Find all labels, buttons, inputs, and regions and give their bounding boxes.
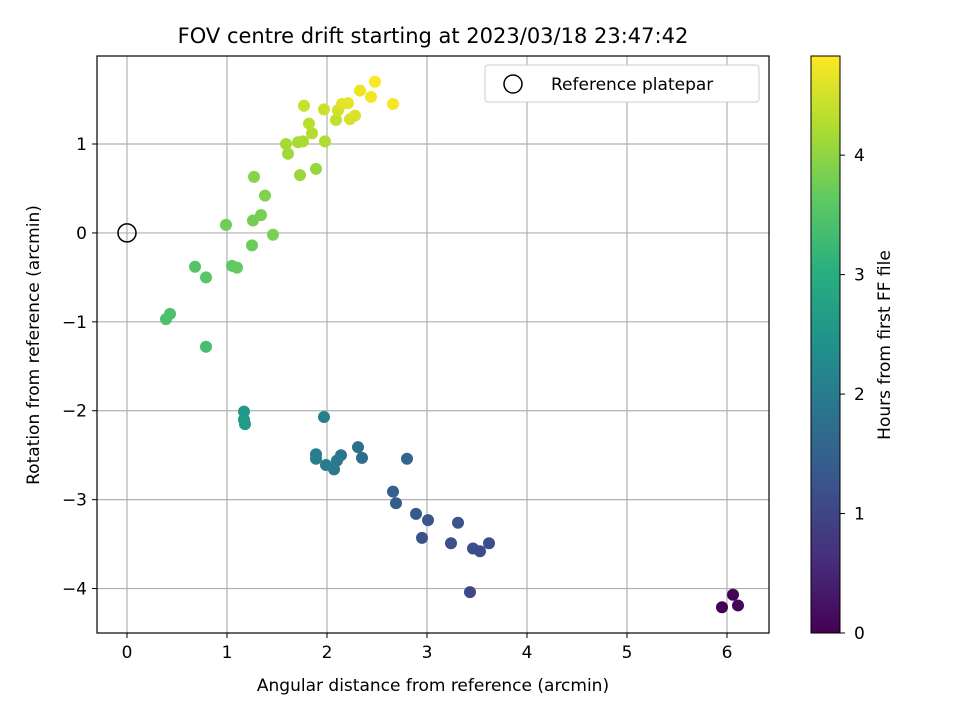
scatter-point — [306, 127, 318, 140]
scatter-point — [369, 75, 381, 88]
scatter-point — [416, 531, 428, 544]
scatter-point — [354, 84, 366, 97]
scatter-point — [422, 514, 434, 527]
reference-marker — [117, 223, 137, 243]
scatter-point — [189, 260, 201, 273]
scatter-point — [732, 599, 744, 612]
scatter-point — [483, 537, 495, 550]
scatter-point — [282, 147, 294, 160]
colorbar-ticks: 0 1 2 3 4 — [840, 146, 865, 644]
y-tick-label: 0 — [76, 224, 87, 244]
scatter-point — [387, 485, 399, 498]
colorbar-tick-label: 3 — [854, 266, 865, 286]
scatter-point — [356, 451, 368, 464]
scatter-point — [716, 601, 728, 614]
y-axis-ticks: −4 −3 −2 −1 0 1 — [62, 135, 97, 600]
scatter-point — [259, 189, 271, 202]
scatter-point — [280, 138, 292, 151]
scatter-point — [310, 162, 322, 175]
colorbar-label: Hours from first FF file — [875, 250, 895, 440]
scatter-point — [410, 507, 422, 520]
scatter-point — [452, 516, 464, 529]
scatter-point — [318, 410, 330, 423]
x-tick-label: 5 — [622, 643, 633, 663]
scatter-point — [320, 458, 332, 471]
legend-marker — [503, 74, 523, 94]
scatter-point — [445, 537, 457, 550]
legend-label: Reference platepar — [551, 75, 713, 95]
plot-frame — [96, 55, 770, 634]
scatter-points — [160, 75, 744, 614]
scatter-point — [248, 170, 260, 183]
scatter-point — [727, 588, 739, 601]
x-axis-label: Angular distance from reference (arcmin) — [257, 676, 609, 696]
x-tick-label: 2 — [322, 643, 333, 663]
scatter-point — [330, 114, 342, 127]
scatter-point — [349, 109, 361, 122]
scatter-point — [303, 117, 315, 130]
colorbar-tick-label: 1 — [854, 505, 865, 525]
scatter-point — [310, 452, 322, 465]
legend-box — [484, 64, 760, 103]
scatter-point — [164, 307, 176, 320]
y-axis-label: Rotation from reference (arcmin) — [24, 205, 44, 485]
x-tick-label: 0 — [122, 643, 133, 663]
x-tick-label: 1 — [222, 643, 233, 663]
scatter-point — [390, 497, 402, 510]
colorbar-gradient — [810, 55, 841, 634]
scatter-point — [318, 103, 330, 116]
scatter-point — [267, 228, 279, 241]
colorbar-tick-label: 4 — [854, 146, 865, 166]
x-tick-label: 3 — [422, 643, 433, 663]
scatter-point — [464, 586, 476, 599]
y-tick-label: −3 — [62, 491, 87, 511]
scatter-point — [401, 452, 413, 465]
x-axis-ticks: 0 1 2 3 4 5 6 — [122, 633, 733, 663]
scatter-point — [246, 239, 258, 252]
scatter-point — [352, 441, 364, 454]
y-tick-label: −1 — [62, 313, 87, 333]
y-tick-label: 1 — [76, 135, 87, 155]
scatter-point — [220, 218, 232, 231]
y-tick-label: −4 — [62, 580, 87, 600]
grid — [97, 56, 769, 633]
scatter-point — [231, 261, 243, 274]
scatter-point — [298, 99, 310, 112]
scatter-point — [294, 169, 306, 182]
scatter-point — [255, 209, 267, 222]
scatter-point — [319, 135, 331, 148]
y-tick-label: −2 — [62, 402, 87, 422]
scatter-point — [342, 97, 354, 110]
chart-title: FOV centre drift starting at 2023/03/18 … — [178, 24, 689, 48]
colorbar: 0 1 2 3 4 Hours from first FF file — [810, 55, 895, 644]
scatter-point — [239, 418, 251, 431]
x-tick-label: 6 — [722, 643, 733, 663]
colorbar-tick-label: 2 — [854, 385, 865, 405]
scatter-point — [200, 340, 212, 353]
scatter-point — [200, 271, 212, 284]
x-tick-label: 4 — [522, 643, 533, 663]
scatter-point — [365, 90, 377, 103]
scatter-point — [297, 135, 309, 148]
scatter-point — [387, 98, 399, 111]
colorbar-tick-label: 0 — [854, 624, 865, 644]
scatter-point — [467, 542, 479, 555]
legend: Reference platepar — [484, 64, 760, 103]
